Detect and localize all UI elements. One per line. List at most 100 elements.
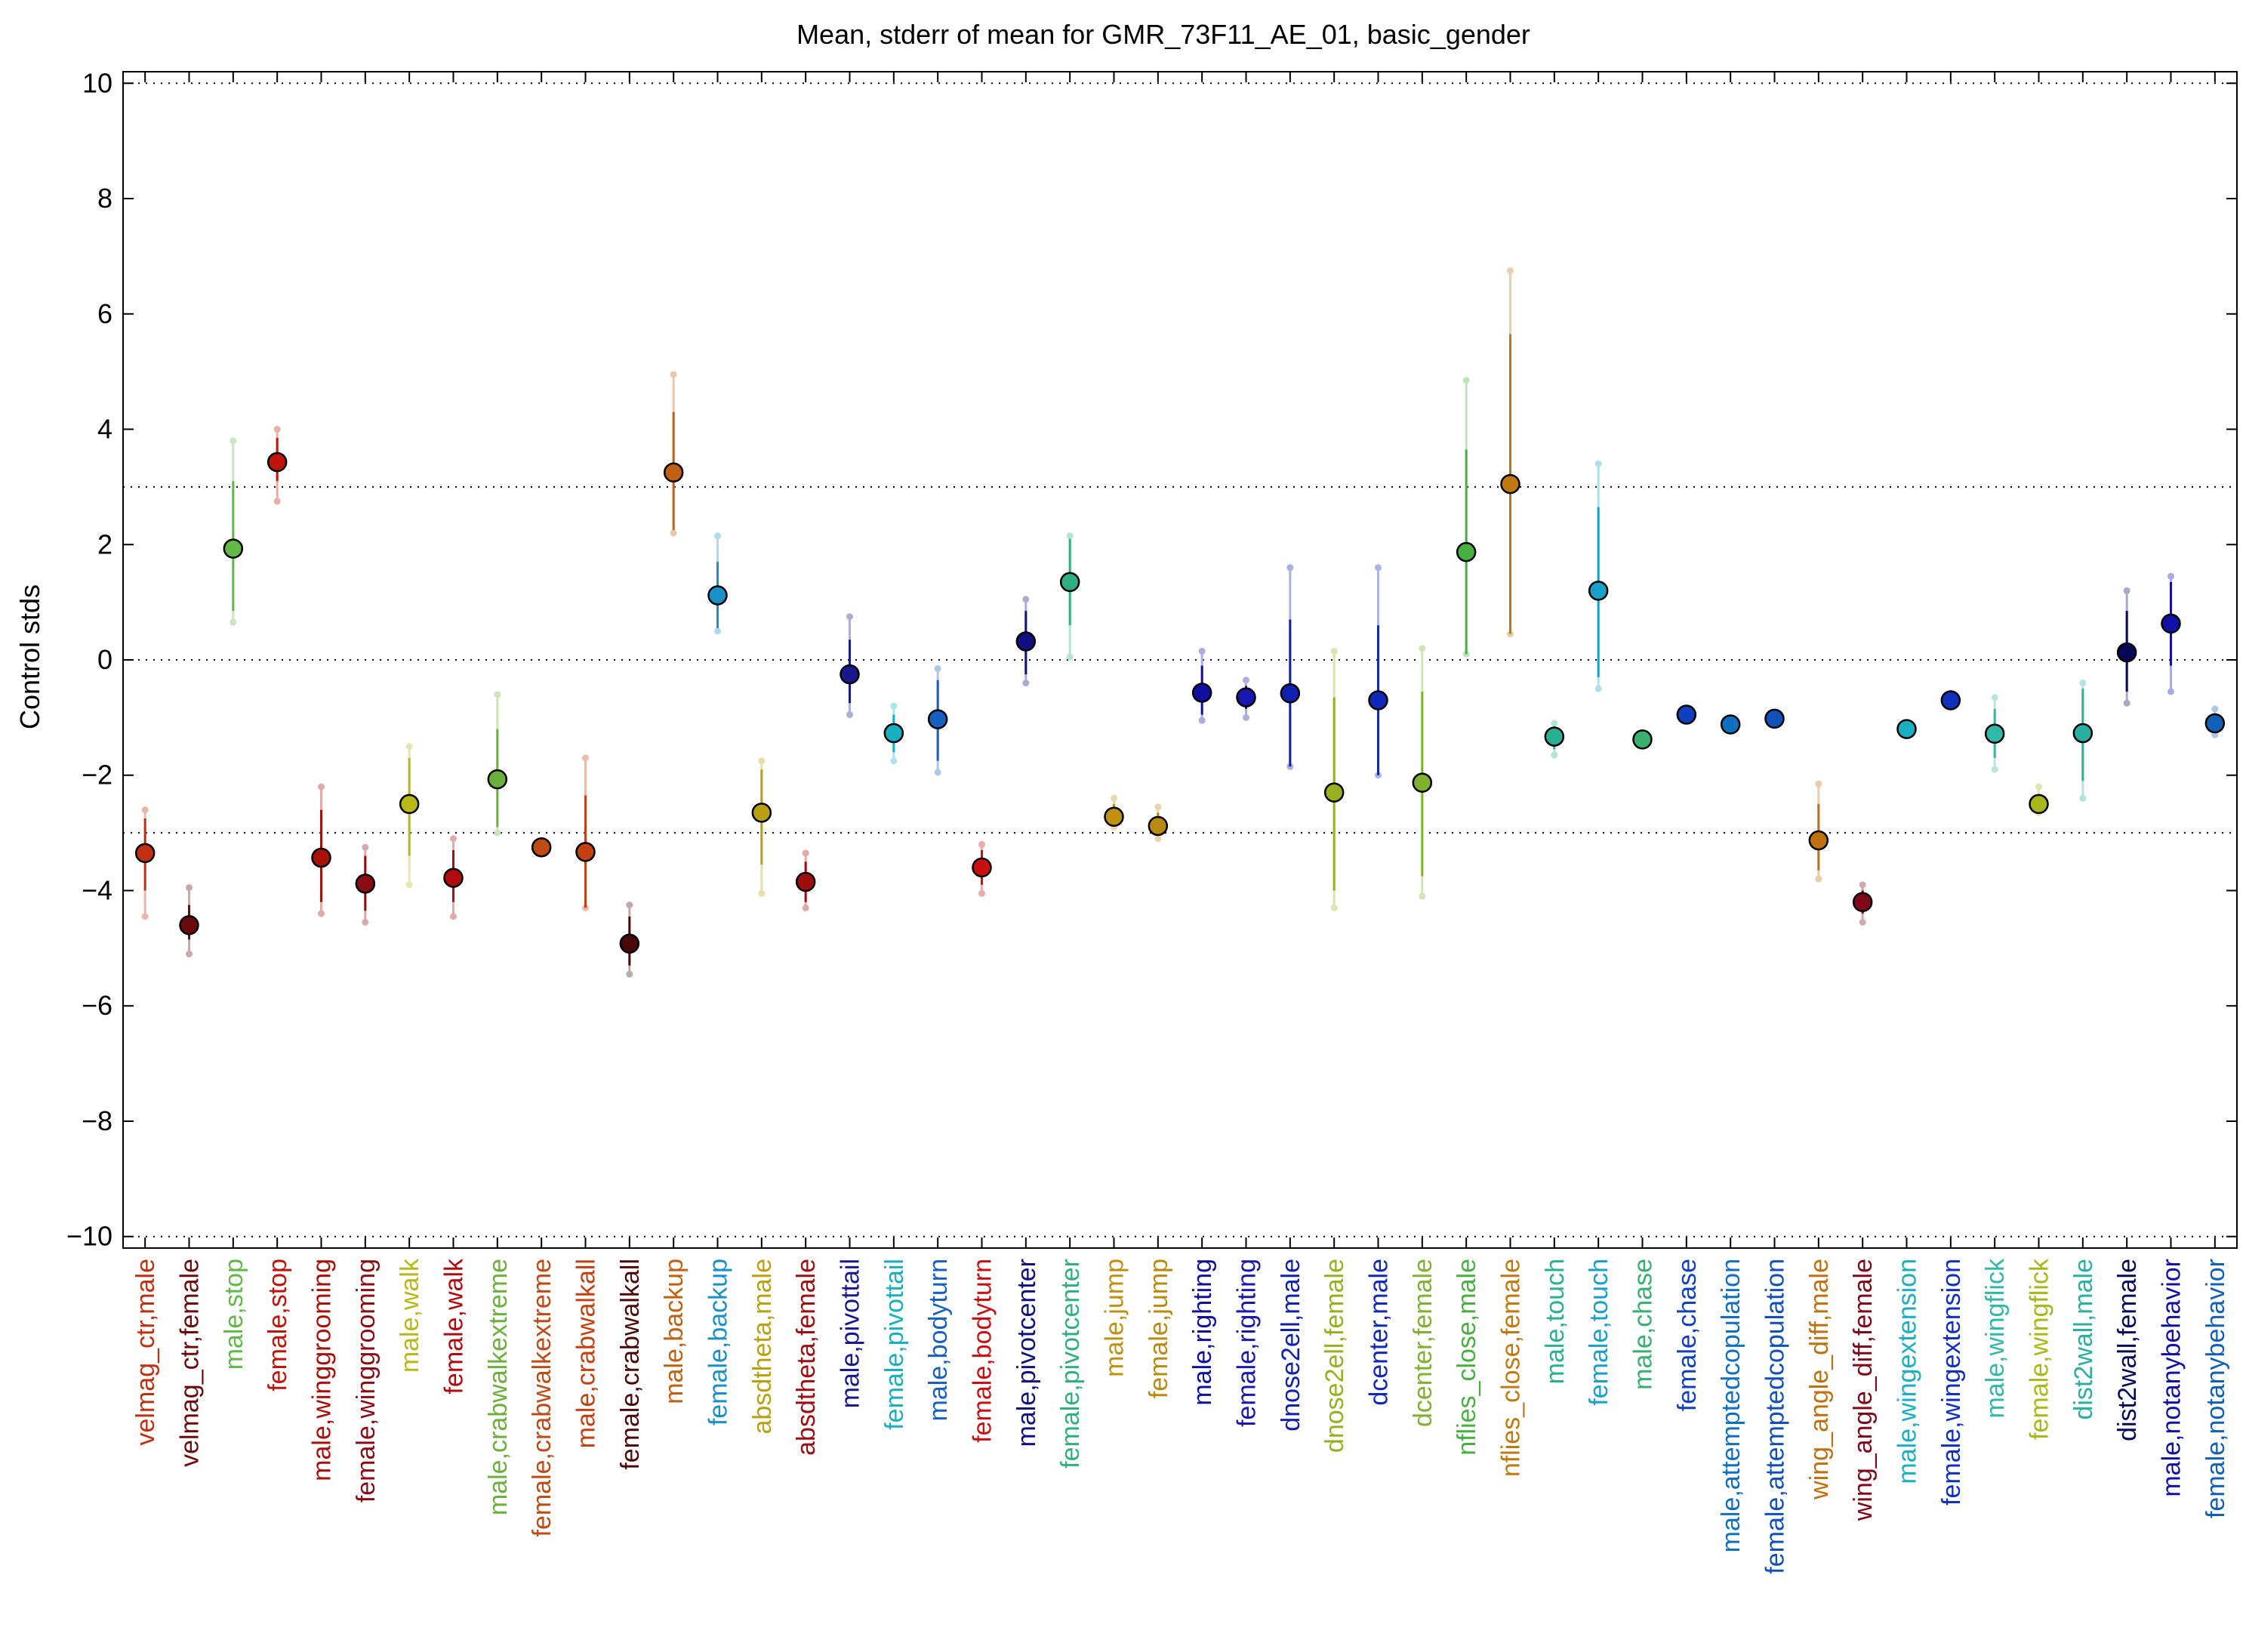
x-tick-label: dcenter,female bbox=[1409, 1259, 1437, 1427]
data-point-group bbox=[1191, 648, 1212, 724]
range-end-marker bbox=[450, 835, 457, 843]
x-tick-label: male,bodyturn bbox=[924, 1259, 953, 1421]
range-end-marker bbox=[362, 843, 369, 851]
mean-marker bbox=[1368, 690, 1388, 710]
mean-marker bbox=[1280, 683, 1301, 704]
mean-marker bbox=[179, 915, 199, 935]
range-end-marker bbox=[670, 371, 677, 378]
range-end-marker bbox=[846, 613, 853, 621]
chart-title: Mean, stderr of mean for GMR_73F11_AE_01… bbox=[796, 19, 1530, 50]
data-point-group bbox=[1544, 720, 1565, 759]
y-tick-label: 10 bbox=[82, 67, 112, 98]
x-tick-label: male,attemptedcopulation bbox=[1717, 1259, 1745, 1552]
x-tick-label: male,winggrooming bbox=[308, 1259, 337, 1481]
range-end-marker bbox=[802, 849, 809, 857]
data-point-group bbox=[1588, 460, 1609, 692]
range-end-marker bbox=[186, 884, 193, 892]
range-end-marker bbox=[1859, 918, 1866, 926]
x-tick-label: dcenter,male bbox=[1365, 1259, 1394, 1406]
x-tick-label: male,righting bbox=[1188, 1259, 1217, 1406]
y-tick-label: −8 bbox=[82, 1105, 112, 1136]
range-end-marker bbox=[626, 970, 633, 978]
mean-marker bbox=[1015, 631, 1037, 652]
data-point-group bbox=[1368, 564, 1388, 779]
data-point-group bbox=[751, 757, 772, 897]
x-tick-label: nflies_close,female bbox=[1497, 1259, 1526, 1477]
y-tick-label: 6 bbox=[97, 298, 112, 329]
mean-marker bbox=[1588, 581, 1609, 601]
range-end-marker bbox=[1551, 751, 1558, 759]
x-tick-label: dnose2ell,male bbox=[1277, 1259, 1305, 1432]
range-end-marker bbox=[1859, 881, 1866, 889]
data-point-group bbox=[1896, 719, 1917, 739]
data-point-group bbox=[1632, 729, 1653, 750]
x-tick-label: male,notanybehavior bbox=[2158, 1259, 2186, 1497]
data-point-group bbox=[972, 840, 992, 897]
range-end-marker bbox=[758, 889, 766, 897]
data-point-group bbox=[1500, 267, 1520, 638]
x-tick-label: female,bodyturn bbox=[969, 1259, 997, 1443]
range-end-marker bbox=[934, 769, 941, 776]
range-end-marker bbox=[1198, 648, 1206, 655]
data-point-group bbox=[179, 884, 199, 957]
x-tick-label: velmag_ctr,male bbox=[131, 1259, 160, 1446]
data-point-group bbox=[2029, 783, 2049, 816]
mean-marker bbox=[2029, 794, 2049, 815]
range-end-marker bbox=[186, 951, 193, 957]
x-tick-label: male,touch bbox=[1541, 1259, 1570, 1384]
x-tick-label: female,wingflick bbox=[2026, 1258, 2054, 1440]
data-point-group bbox=[927, 664, 948, 776]
data-point-group bbox=[1323, 648, 1345, 911]
mean-marker bbox=[972, 857, 992, 878]
x-tick-label: male,stop bbox=[220, 1259, 248, 1370]
data-point-group bbox=[1940, 690, 1961, 710]
data-point-group bbox=[1412, 645, 1433, 900]
data-point-group bbox=[1104, 794, 1124, 831]
range-end-marker bbox=[758, 757, 766, 765]
mean-marker bbox=[1632, 729, 1653, 750]
x-tick-label: wing_angle_diff,male bbox=[1805, 1259, 1834, 1500]
data-point-group bbox=[2204, 705, 2226, 738]
x-tick-label: male,crabwalkextreme bbox=[484, 1259, 513, 1515]
y-axis-ticks: 10 8 6 4 2 0 −2 −4 −6 −8 −10 bbox=[66, 67, 2237, 1252]
range-end-marker bbox=[273, 498, 281, 505]
x-tick-label: male,backup bbox=[660, 1259, 689, 1404]
range-end-marker bbox=[978, 840, 985, 848]
y-axis-label: Control stds bbox=[14, 584, 45, 729]
mean-marker bbox=[1720, 714, 1741, 735]
y-tick-label: 4 bbox=[97, 414, 112, 445]
range-end-marker bbox=[802, 904, 809, 911]
range-end-marker bbox=[1066, 532, 1074, 540]
x-tick-label: female,chase bbox=[1673, 1259, 1702, 1411]
y-tick-label: −2 bbox=[82, 760, 112, 791]
mean-marker bbox=[751, 803, 772, 823]
data-point-group bbox=[1984, 694, 2005, 773]
range-end-marker bbox=[1419, 892, 1426, 900]
range-end-marker bbox=[626, 902, 633, 909]
x-tick-label: female,winggrooming bbox=[352, 1259, 380, 1503]
mean-marker bbox=[795, 871, 816, 892]
mean-marker bbox=[223, 538, 244, 559]
range-end-marker bbox=[230, 437, 237, 445]
mean-marker bbox=[399, 794, 420, 815]
data-point-group bbox=[663, 371, 684, 537]
x-tick-label: female,crabwalkall bbox=[616, 1259, 645, 1470]
range-end-marker bbox=[2123, 699, 2130, 707]
x-tick-label: female,crabwalkextreme bbox=[528, 1259, 556, 1536]
mean-marker bbox=[443, 868, 464, 888]
mean-marker bbox=[1500, 473, 1520, 495]
range-end-marker bbox=[1066, 653, 1074, 661]
range-end-marker bbox=[273, 426, 281, 433]
x-tick-label: male,wingflick bbox=[1981, 1258, 2010, 1419]
mean-marker bbox=[2072, 723, 2093, 744]
reference-lines bbox=[123, 82, 2237, 1237]
data-point-group bbox=[1148, 803, 1169, 843]
x-tick-label: nflies_close,male bbox=[1453, 1259, 1481, 1456]
range-end-marker bbox=[230, 618, 237, 626]
mean-marker bbox=[1104, 806, 1124, 827]
data-point-group bbox=[1852, 881, 1873, 926]
range-end-marker bbox=[1594, 460, 1602, 467]
mean-marker bbox=[1544, 726, 1565, 747]
range-end-marker bbox=[1330, 648, 1338, 655]
